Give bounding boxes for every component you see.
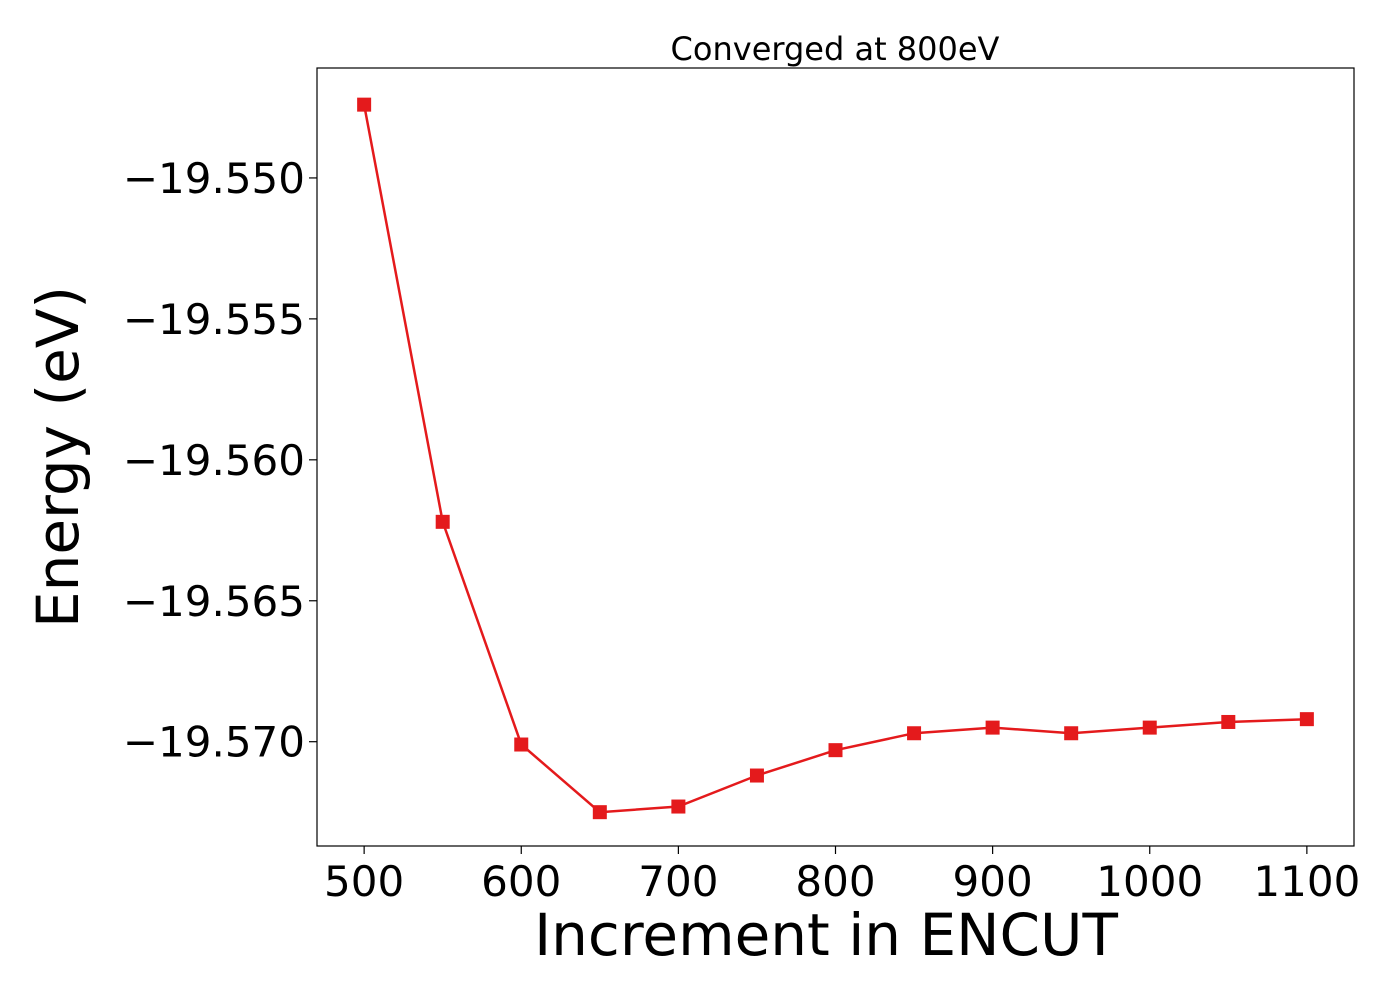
x-axis: 500 600 700 800 900 1000 1100 bbox=[324, 846, 1360, 906]
data-point-marker bbox=[357, 97, 372, 112]
x-axis-title: Increment in ENCUT bbox=[534, 901, 1118, 969]
y-axis: −19.550 −19.555 −19.560 −19.565 −19.570 bbox=[123, 154, 317, 767]
chart-title: Converged at 800eV bbox=[671, 30, 1000, 68]
data-point-marker bbox=[671, 799, 686, 814]
series-layer bbox=[357, 97, 1314, 820]
data-point-marker bbox=[749, 768, 764, 783]
data-point-marker bbox=[985, 720, 1000, 735]
y-tick-label: −19.560 bbox=[123, 436, 305, 485]
data-point-marker bbox=[592, 805, 607, 820]
y-tick-label: −19.550 bbox=[123, 154, 305, 203]
x-tick-label: 1000 bbox=[1096, 857, 1203, 906]
data-point-marker bbox=[828, 743, 843, 758]
x-tick-label: 800 bbox=[795, 857, 875, 906]
data-point-marker bbox=[435, 514, 450, 529]
x-tick-label: 700 bbox=[638, 857, 718, 906]
y-tick-label: −19.570 bbox=[123, 718, 305, 767]
data-point-marker bbox=[1221, 714, 1236, 729]
x-tick-label: 1100 bbox=[1253, 857, 1360, 906]
data-point-marker bbox=[1064, 726, 1079, 741]
data-point-marker bbox=[514, 737, 529, 752]
y-tick-label: −19.565 bbox=[123, 577, 305, 626]
x-tick-label: 900 bbox=[953, 857, 1033, 906]
x-tick-label: 500 bbox=[324, 857, 404, 906]
series-line bbox=[362, 104, 1307, 814]
data-point-marker bbox=[1142, 720, 1157, 735]
data-point-marker bbox=[1299, 712, 1314, 727]
plot-area-frame bbox=[316, 67, 1355, 847]
y-axis-title: Energy (eV) bbox=[24, 286, 92, 628]
x-tick-label: 600 bbox=[481, 857, 561, 906]
y-tick-label: −19.555 bbox=[123, 295, 305, 344]
data-point-marker bbox=[907, 726, 922, 741]
